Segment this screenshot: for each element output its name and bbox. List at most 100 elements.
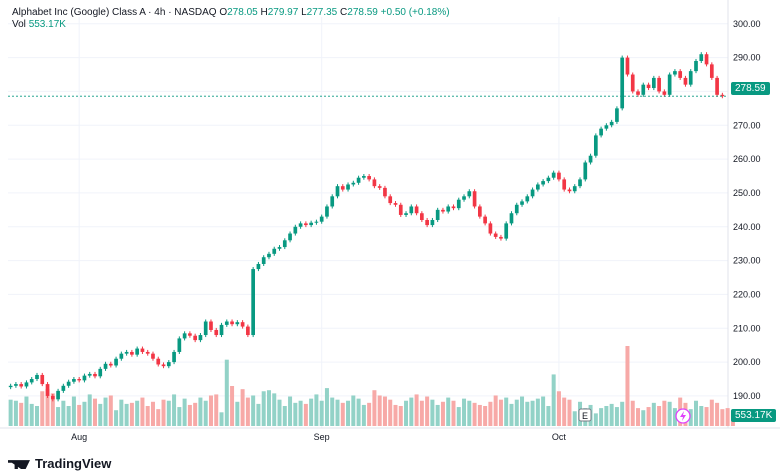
- volume-bar: [150, 401, 155, 426]
- candle-body: [636, 91, 640, 95]
- candle: [356, 175, 361, 185]
- candle: [124, 349, 129, 356]
- time-axis[interactable]: AugSepOctNov: [71, 432, 780, 442]
- candle: [430, 217, 435, 228]
- candle: [414, 204, 419, 216]
- candle-body: [261, 257, 266, 264]
- price-axis[interactable]: 190.00 200.00 210.00 220.00 230.00 240.00 250.…: [733, 19, 761, 401]
- candle-body: [14, 384, 18, 386]
- candle: [583, 160, 588, 182]
- volume-bar: [98, 403, 103, 426]
- volume-bar: [340, 402, 345, 426]
- volume-bar: [720, 409, 725, 426]
- candle: [151, 351, 155, 361]
- low-value: 277.35: [306, 7, 338, 18]
- candle-body: [198, 335, 203, 341]
- volume-bar: [314, 394, 319, 426]
- candle-body: [441, 209, 445, 212]
- volume-bar: [277, 399, 282, 426]
- volume-bar: [477, 404, 482, 426]
- candle-body: [393, 203, 398, 205]
- tradingview-logo[interactable]: TradingView: [8, 456, 111, 471]
- candle: [235, 320, 240, 327]
- candle: [562, 177, 567, 192]
- candle: [45, 382, 50, 398]
- volume-bar: [71, 396, 76, 426]
- candle-body: [203, 321, 208, 336]
- candle-body: [620, 57, 625, 109]
- volume-bar: [230, 386, 235, 426]
- volume-bar: [636, 408, 641, 426]
- tradingview-logo-icon: [8, 460, 30, 470]
- earnings-event-marker[interactable]: E: [578, 408, 592, 422]
- candle: [435, 207, 440, 223]
- price-tick-label: 270.00: [733, 120, 761, 130]
- candle-body: [61, 385, 66, 391]
- candle-body: [557, 172, 561, 180]
- candle: [256, 261, 261, 272]
- candle-body: [29, 379, 34, 383]
- candle: [409, 204, 414, 216]
- volume-bar: [319, 400, 324, 426]
- volume-bar: [346, 400, 351, 426]
- volume-bar: [251, 395, 256, 426]
- candlesticks: [8, 52, 725, 402]
- candle-body: [583, 162, 588, 180]
- candle: [715, 75, 719, 97]
- candle: [224, 319, 229, 327]
- time-tick-label: Oct: [552, 432, 567, 442]
- candle: [630, 72, 635, 94]
- volume-bar: [82, 401, 87, 426]
- candle-body: [367, 176, 371, 180]
- candle: [588, 153, 593, 165]
- candle: [14, 382, 18, 388]
- candle-body: [288, 233, 292, 241]
- candle: [103, 361, 108, 371]
- volume-bar: [525, 401, 530, 426]
- volume-bar: [451, 400, 456, 426]
- volume-bar: [562, 397, 567, 426]
- volume-bar: [156, 409, 161, 426]
- candle: [172, 349, 176, 365]
- volume-bar: [662, 400, 667, 426]
- candle-body: [683, 77, 688, 85]
- price-tick-label: 260.00: [733, 154, 761, 164]
- volume-bar: [261, 391, 266, 426]
- ohlc-legend: Alphabet Inc (Google) Class A · 4h · NAS…: [12, 7, 450, 19]
- candle: [398, 202, 403, 217]
- candle-body: [19, 384, 24, 387]
- candle-body: [488, 223, 493, 234]
- candle: [514, 202, 519, 216]
- volume-bar: [694, 400, 699, 426]
- candle-body: [87, 373, 92, 376]
- candle-body: [514, 204, 519, 214]
- candle-body: [667, 74, 672, 95]
- volume-bar: [483, 406, 488, 426]
- candle-body: [304, 223, 308, 226]
- volume-bar: [630, 400, 635, 426]
- last-volume-badge: 553.17K: [731, 409, 777, 422]
- volume-bar: [541, 396, 546, 426]
- last-price-badge: 278.59: [731, 82, 770, 95]
- volume-bar: [235, 401, 240, 426]
- candle-body: [483, 216, 487, 224]
- candle: [182, 331, 187, 341]
- candle: [483, 214, 487, 226]
- candle-body: [309, 222, 313, 226]
- volume-bar: [61, 400, 66, 426]
- candle: [641, 82, 646, 97]
- lightning-icon[interactable]: [675, 408, 691, 424]
- volume-bar: [467, 400, 472, 426]
- candle: [551, 170, 556, 180]
- candle: [535, 182, 540, 192]
- volume-bar: [546, 406, 551, 426]
- candle-body: [615, 108, 619, 122]
- candle-body: [240, 322, 245, 327]
- candle: [651, 75, 656, 91]
- candle: [688, 69, 693, 87]
- volume-bar: [514, 399, 519, 426]
- candle-body: [56, 390, 60, 400]
- volume-bar: [488, 401, 493, 426]
- volume-bar: [520, 396, 525, 426]
